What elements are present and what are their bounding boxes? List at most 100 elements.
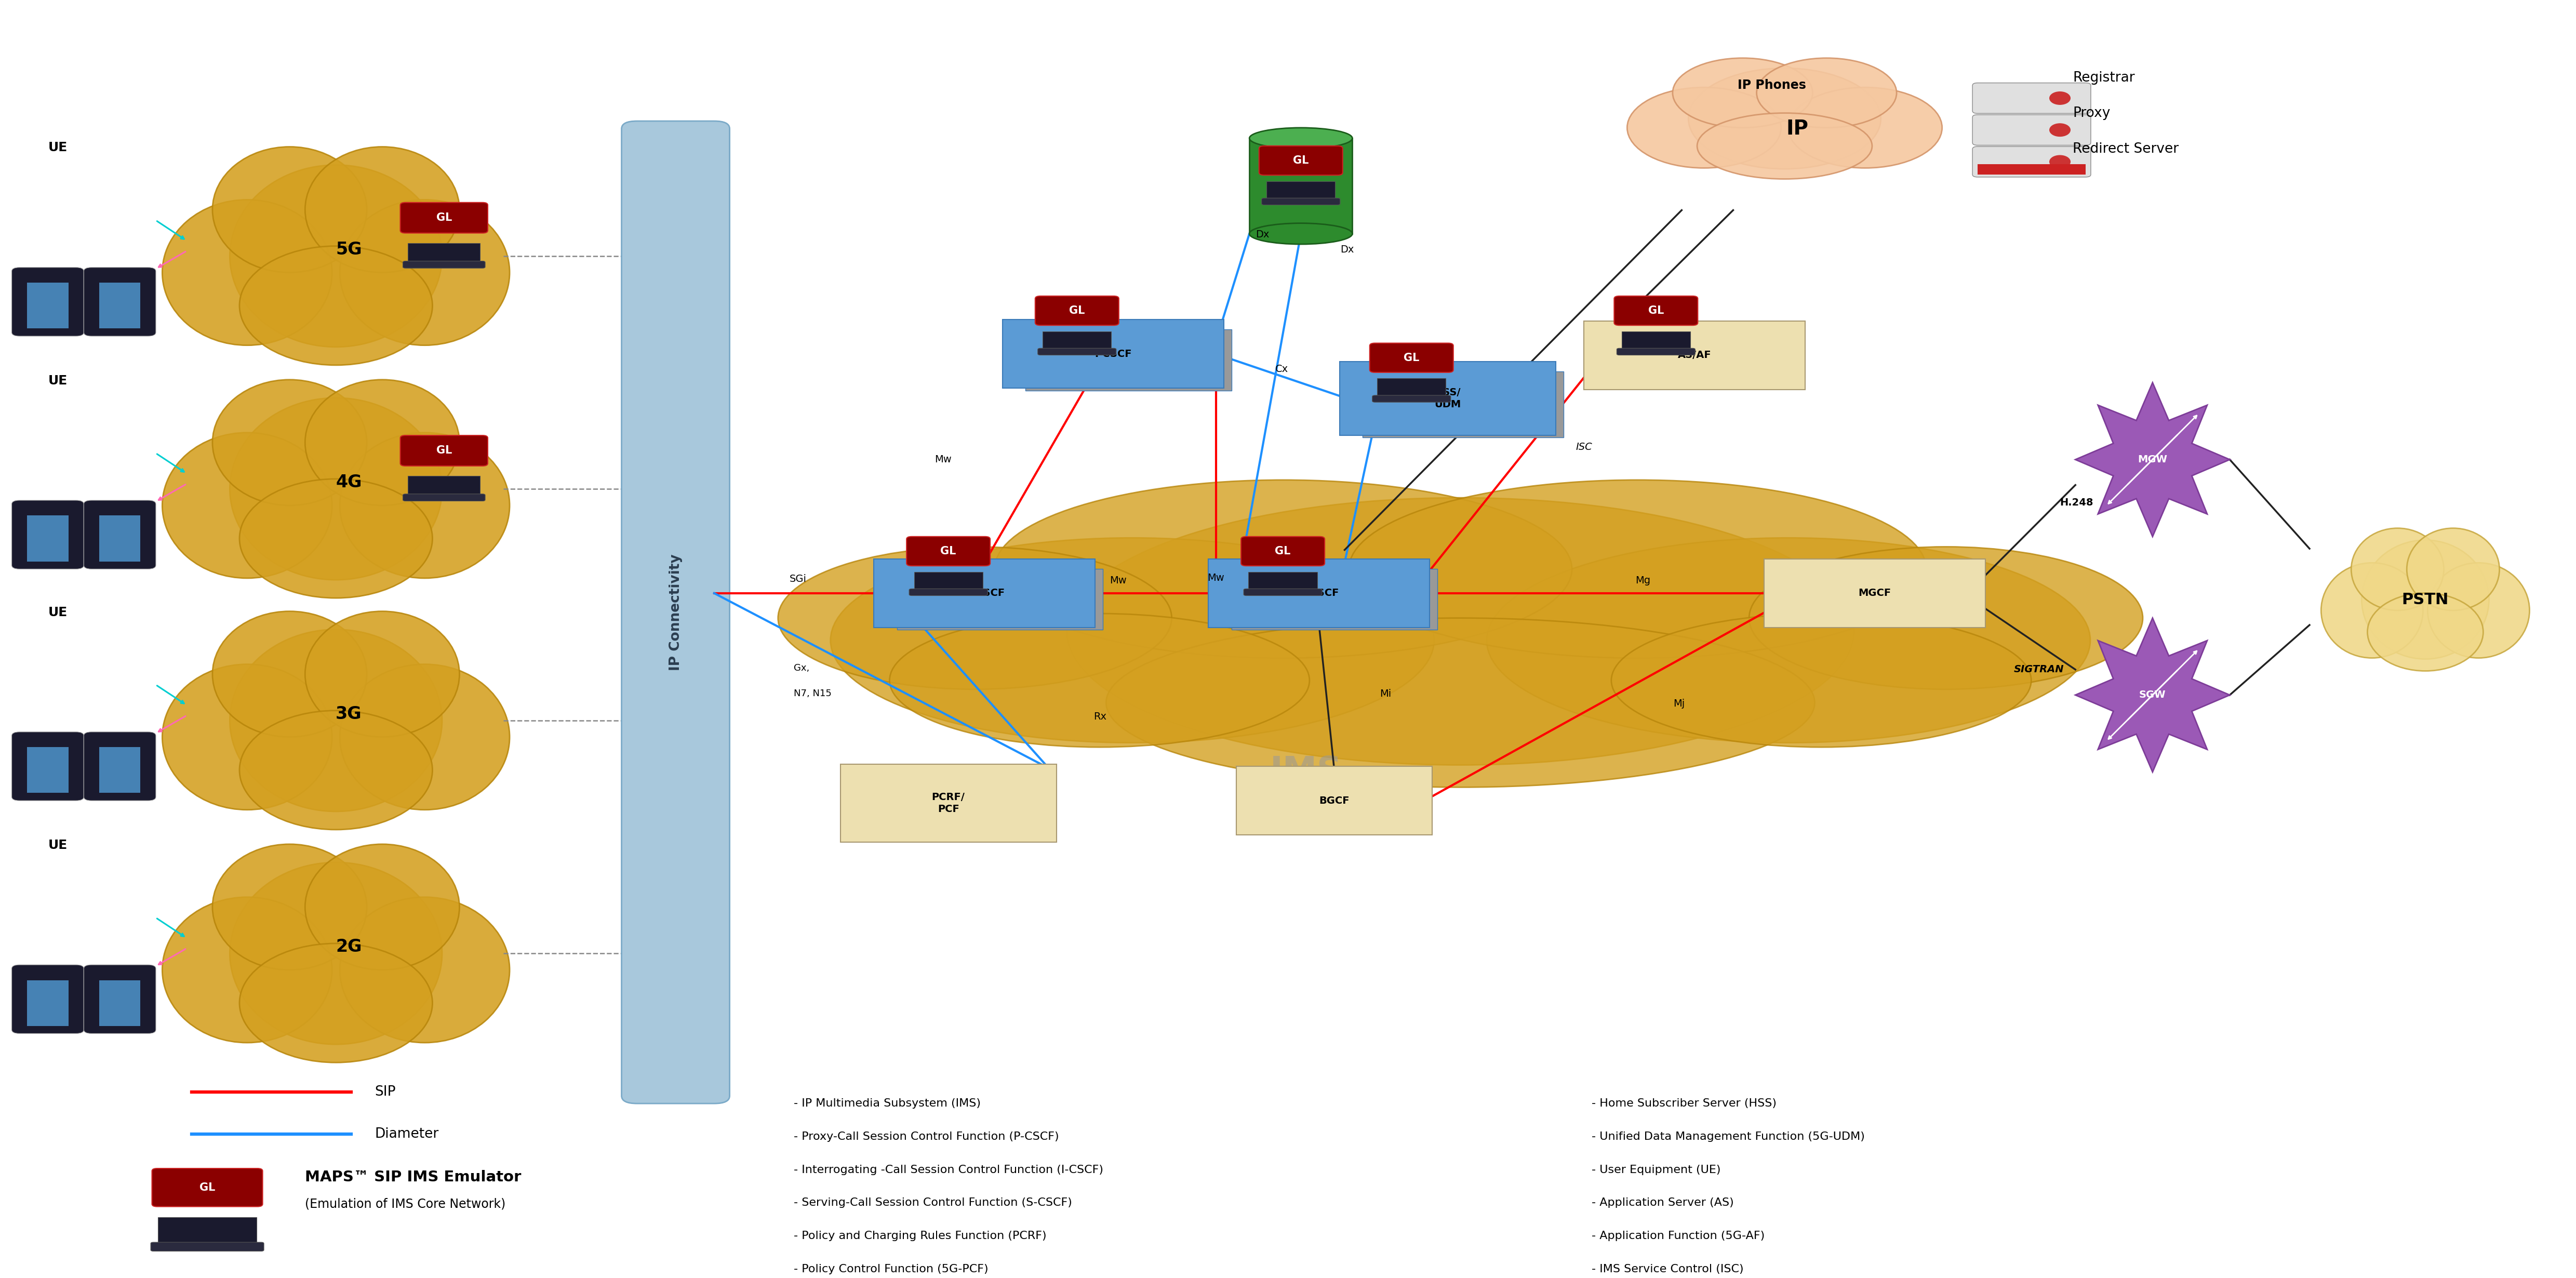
Text: I-CSCF: I-CSCF: [1095, 349, 1131, 359]
Text: SLF: SLF: [1291, 181, 1311, 190]
FancyBboxPatch shape: [1242, 537, 1324, 566]
FancyBboxPatch shape: [1370, 343, 1453, 372]
Text: - IMS Service Control (ISC): - IMS Service Control (ISC): [1592, 1264, 1744, 1274]
Ellipse shape: [1672, 58, 1814, 128]
Ellipse shape: [211, 380, 366, 505]
Text: - Proxy-Call Session Control Function (P-CSCF): - Proxy-Call Session Control Function (P…: [793, 1131, 1059, 1143]
FancyBboxPatch shape: [1765, 558, 1986, 627]
Text: - Interrogating -Call Session Control Function (I-CSCF): - Interrogating -Call Session Control Fu…: [793, 1164, 1103, 1174]
Text: MGW: MGW: [2138, 455, 2166, 464]
Ellipse shape: [304, 611, 459, 737]
Ellipse shape: [778, 547, 1172, 689]
FancyBboxPatch shape: [28, 748, 70, 792]
Text: SIGTRAN: SIGTRAN: [2014, 665, 2063, 675]
Ellipse shape: [162, 665, 332, 810]
Ellipse shape: [1249, 128, 1352, 148]
Ellipse shape: [240, 247, 433, 366]
FancyBboxPatch shape: [1236, 767, 1432, 835]
Text: GL: GL: [940, 546, 956, 556]
Text: IP Phones: IP Phones: [1736, 79, 1806, 92]
FancyBboxPatch shape: [840, 764, 1056, 842]
FancyBboxPatch shape: [896, 569, 1103, 630]
Ellipse shape: [229, 165, 443, 346]
Text: - Policy Control Function (5G-PCF): - Policy Control Function (5G-PCF): [793, 1264, 989, 1274]
FancyBboxPatch shape: [28, 515, 70, 561]
Ellipse shape: [994, 481, 1571, 658]
Ellipse shape: [340, 432, 510, 578]
Text: IMS: IMS: [1270, 754, 1342, 789]
Text: GL: GL: [1069, 305, 1084, 316]
Text: 2G: 2G: [335, 938, 363, 956]
Ellipse shape: [1350, 481, 1927, 658]
Ellipse shape: [211, 611, 366, 737]
Text: SIP: SIP: [374, 1085, 397, 1099]
Text: PSTN: PSTN: [2401, 592, 2450, 607]
Ellipse shape: [1788, 87, 1942, 167]
FancyBboxPatch shape: [100, 980, 139, 1026]
Ellipse shape: [162, 199, 332, 345]
FancyBboxPatch shape: [1618, 348, 1695, 355]
Text: N7, N15: N7, N15: [793, 689, 832, 698]
Polygon shape: [2076, 382, 2231, 537]
Ellipse shape: [2367, 593, 2483, 671]
Text: Mj: Mj: [1674, 699, 1685, 709]
Text: PCRF/
PCF: PCRF/ PCF: [933, 792, 966, 814]
Text: Cx: Cx: [1275, 364, 1288, 374]
Text: SGW: SGW: [2138, 690, 2166, 700]
FancyBboxPatch shape: [1363, 372, 1564, 437]
FancyBboxPatch shape: [13, 267, 85, 336]
Text: GL: GL: [435, 212, 451, 222]
Ellipse shape: [229, 397, 443, 580]
FancyBboxPatch shape: [100, 748, 139, 792]
Text: 5G: 5G: [335, 242, 363, 258]
Text: AS/AF: AS/AF: [1677, 350, 1710, 360]
FancyBboxPatch shape: [1973, 115, 2092, 146]
Text: GL: GL: [435, 446, 451, 456]
Text: Mg: Mg: [1636, 575, 1651, 585]
FancyBboxPatch shape: [1025, 330, 1231, 391]
Ellipse shape: [229, 863, 443, 1044]
FancyBboxPatch shape: [1002, 320, 1224, 389]
Ellipse shape: [304, 845, 459, 970]
Text: P-CSCF: P-CSCF: [963, 588, 1005, 598]
Text: Rx: Rx: [1095, 712, 1108, 722]
Ellipse shape: [162, 897, 332, 1043]
Ellipse shape: [829, 538, 1435, 743]
FancyBboxPatch shape: [1036, 296, 1118, 326]
Text: Mw: Mw: [1208, 573, 1224, 583]
Text: Diameter: Diameter: [374, 1127, 438, 1141]
Text: GL: GL: [1404, 353, 1419, 363]
FancyBboxPatch shape: [1584, 321, 1806, 390]
Ellipse shape: [1486, 538, 2089, 743]
FancyBboxPatch shape: [399, 436, 487, 466]
FancyBboxPatch shape: [402, 493, 484, 501]
FancyBboxPatch shape: [909, 589, 987, 596]
Text: Gx,: Gx,: [793, 663, 809, 674]
Text: UE: UE: [49, 606, 67, 619]
Text: 3G: 3G: [335, 705, 363, 722]
Ellipse shape: [240, 479, 433, 598]
FancyBboxPatch shape: [914, 571, 981, 592]
Ellipse shape: [162, 432, 332, 578]
Text: GL: GL: [198, 1182, 216, 1192]
FancyBboxPatch shape: [1978, 165, 2087, 175]
Ellipse shape: [340, 897, 510, 1043]
Text: Dx: Dx: [1255, 229, 1270, 239]
Ellipse shape: [340, 199, 510, 345]
FancyBboxPatch shape: [85, 500, 155, 569]
Ellipse shape: [2050, 156, 2071, 169]
FancyBboxPatch shape: [1615, 296, 1698, 326]
Text: UE: UE: [49, 838, 67, 851]
Text: H.248: H.248: [2061, 498, 2094, 507]
Text: - Serving-Call Session Control Function (S-CSCF): - Serving-Call Session Control Function …: [793, 1197, 1072, 1208]
FancyBboxPatch shape: [621, 121, 729, 1103]
FancyBboxPatch shape: [407, 243, 479, 263]
Text: GL: GL: [1275, 546, 1291, 556]
Ellipse shape: [240, 943, 433, 1062]
Text: BGCF: BGCF: [1319, 796, 1350, 805]
Text: HSS/
UDM: HSS/ UDM: [1435, 387, 1461, 409]
FancyBboxPatch shape: [157, 1217, 258, 1245]
Ellipse shape: [229, 630, 443, 812]
FancyBboxPatch shape: [907, 537, 989, 566]
Text: GL: GL: [1649, 305, 1664, 316]
